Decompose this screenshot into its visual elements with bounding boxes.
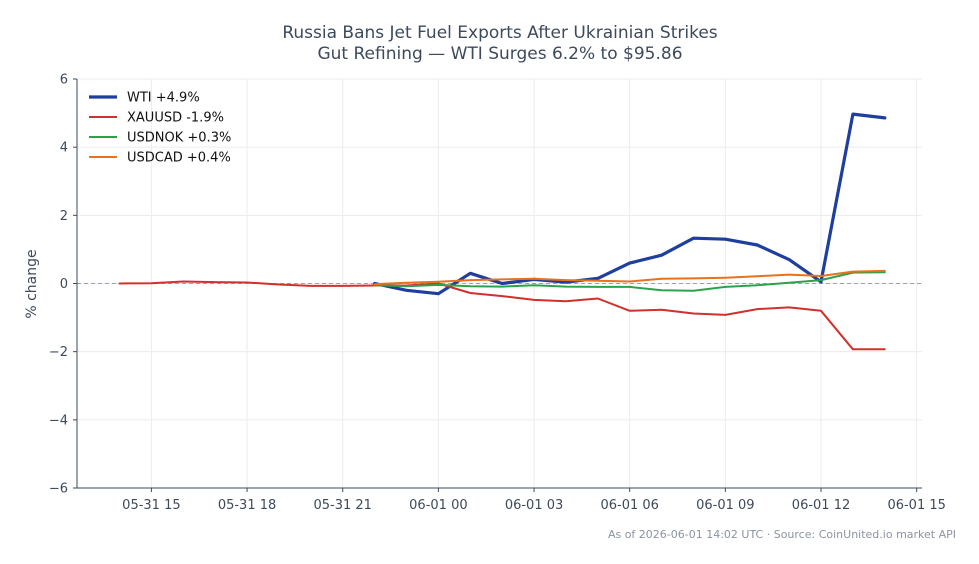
x-tick-label-6: 06-01 09 <box>696 498 754 513</box>
series-line-3 <box>373 269 886 286</box>
chart-title-line-1: Russia Bans Jet Fuel Exports After Ukrai… <box>282 23 717 43</box>
legend-label-2: USDNOK +0.3% <box>127 131 231 146</box>
y-tick-label-6: 6 <box>60 73 68 88</box>
y-axis-label: % change <box>24 249 40 318</box>
x-tick-label-3: 06-01 00 <box>409 498 467 513</box>
y-tick-label-1: −4 <box>49 413 68 428</box>
legend-label-3: USDCAD +0.4% <box>127 151 231 166</box>
y-tick-label-4: 2 <box>60 209 68 224</box>
legend-label-0: WTI +4.9% <box>127 91 200 106</box>
x-tick-label-5: 06-01 06 <box>600 498 658 513</box>
legend: WTI +4.9% XAUUSD -1.9% USDNOK +0.3% USDCAD … <box>89 91 231 166</box>
series-line-1 <box>118 280 886 351</box>
chart-footer: As of 2026-06-01 14:02 UTC · Source: Coi… <box>608 528 956 541</box>
x-tick-label-8: 06-01 15 <box>887 498 945 513</box>
x-tick-label-1: 05-31 18 <box>218 498 276 513</box>
y-tick-label-0: −6 <box>49 482 68 497</box>
chart-title-line-2: Gut Refining — WTI Surges 6.2% to $95.86 <box>317 44 682 64</box>
y-tick-label-5: 4 <box>60 141 68 156</box>
x-tick-label-2: 05-31 21 <box>313 498 371 513</box>
legend-label-1: XAUUSD -1.9% <box>127 111 224 126</box>
y-axis-ticks: −6 −4 −2 0 2 4 6 <box>49 73 77 497</box>
x-tick-label-4: 06-01 03 <box>505 498 563 513</box>
grid <box>77 78 922 489</box>
y-tick-label-2: −2 <box>49 345 68 360</box>
y-tick-label-3: 0 <box>60 277 68 292</box>
series-line-2 <box>373 271 886 292</box>
x-tick-label-0: 05-31 15 <box>122 498 180 513</box>
series-group <box>118 112 887 351</box>
x-axis-ticks: 05-31 15 05-31 18 05-31 21 06-01 00 06-01 03… <box>122 488 946 513</box>
x-tick-label-7: 06-01 12 <box>792 498 850 513</box>
